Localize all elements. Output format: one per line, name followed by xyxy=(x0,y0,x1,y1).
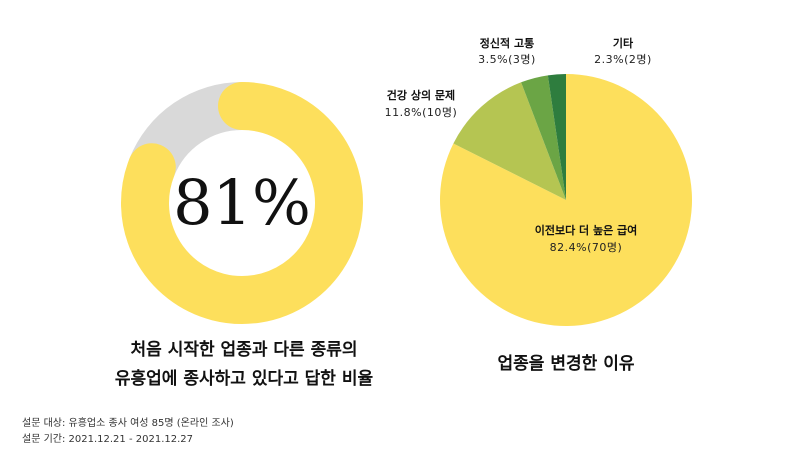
pie-label-mental: 정신적 고통 3.5%(3명) xyxy=(478,36,536,66)
pie-label-name: 건강 상의 문제 xyxy=(387,88,455,102)
donut-center-label: 81% xyxy=(173,166,311,239)
pie-chart xyxy=(440,73,693,326)
pie-label-value: 3.5%(3명) xyxy=(478,53,536,66)
donut-caption-line-1: 처음 시작한 업종과 다른 종류의 xyxy=(131,340,358,360)
donut-caption-line-2: 유흥업에 종사하고 있다고 답한 비율 xyxy=(115,368,374,389)
pie-caption: 업종을 변경한 이유 xyxy=(498,354,635,374)
pie-label-other: 기타 2.3%(2명) xyxy=(594,36,652,66)
pie-label-value: 82.4%(70명) xyxy=(550,241,623,254)
donut-value-arc xyxy=(121,82,363,324)
pie-slice-1 xyxy=(453,82,566,200)
donut-chart: 81% xyxy=(121,82,363,324)
pie-label-higher-pay: 이전보다 더 높은 급여 82.4%(70명) xyxy=(535,223,638,254)
pie-label-value: 2.3%(2명) xyxy=(594,53,652,66)
pie-slice-2 xyxy=(521,75,566,200)
pie-label-health: 건강 상의 문제 11.8%(10명) xyxy=(385,88,458,119)
pie-slice-3 xyxy=(547,74,566,200)
pie-label-value: 11.8%(10명) xyxy=(385,106,458,119)
pie-label-name: 기타 xyxy=(613,36,634,50)
pie-label-name: 정신적 고통 xyxy=(480,36,534,50)
pie-label-name: 이전보다 더 높은 급여 xyxy=(535,223,638,237)
footnote-survey-period: 설문 기간: 2021.12.21 - 2021.12.27 xyxy=(22,434,194,445)
footnote-survey-target: 설문 대상: 유흥업소 종사 여성 85명 (온라인 조사) xyxy=(22,418,234,429)
